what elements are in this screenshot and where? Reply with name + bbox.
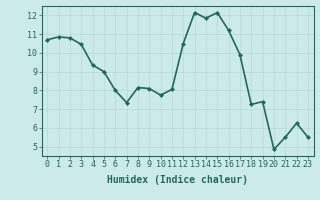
X-axis label: Humidex (Indice chaleur): Humidex (Indice chaleur)	[107, 175, 248, 185]
